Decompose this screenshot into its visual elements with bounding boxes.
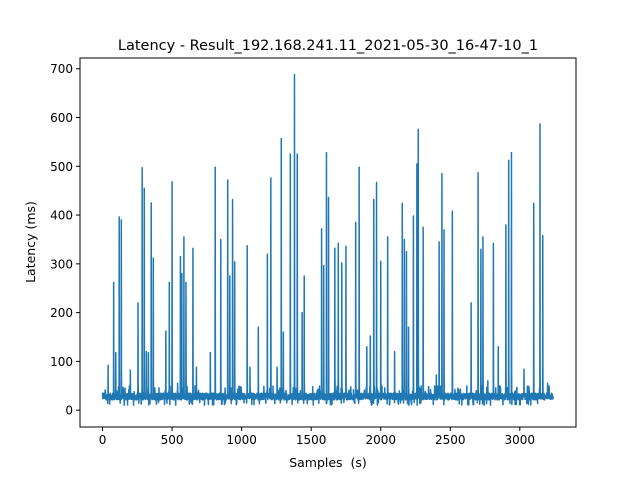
y-tick-label: 600 [50, 111, 73, 125]
x-tick-label: 2500 [435, 433, 466, 447]
x-tick-label: 1500 [296, 433, 327, 447]
y-tick-label: 200 [50, 306, 73, 320]
x-axis-ticks: 0 500 1000 1500 2000 2500 3000 [99, 427, 535, 447]
y-tick-label: 0 [65, 404, 73, 418]
plot-area [101, 73, 554, 407]
latency-series-line [101, 73, 554, 407]
y-tick-label: 500 [50, 160, 73, 174]
axes-frame [79, 57, 577, 428]
y-tick-label: 700 [50, 62, 73, 76]
y-tick-label: 100 [50, 355, 73, 369]
x-tick-label: 2000 [365, 433, 396, 447]
y-tick-label: 400 [50, 209, 73, 223]
x-tick-label: 1000 [226, 433, 257, 447]
y-tick-label: 300 [50, 257, 73, 271]
chart-title: Latency - Result_192.168.241.11_2021-05-… [118, 38, 538, 54]
x-tick-label: 500 [161, 433, 184, 447]
x-tick-label: 0 [99, 433, 107, 447]
y-axis-label: Latency (ms) [23, 201, 38, 283]
x-tick-label: 3000 [505, 433, 536, 447]
x-axis-label: Samples (s) [289, 455, 367, 470]
y-axis-ticks: 0 100 200 300 400 500 600 700 [50, 62, 80, 418]
